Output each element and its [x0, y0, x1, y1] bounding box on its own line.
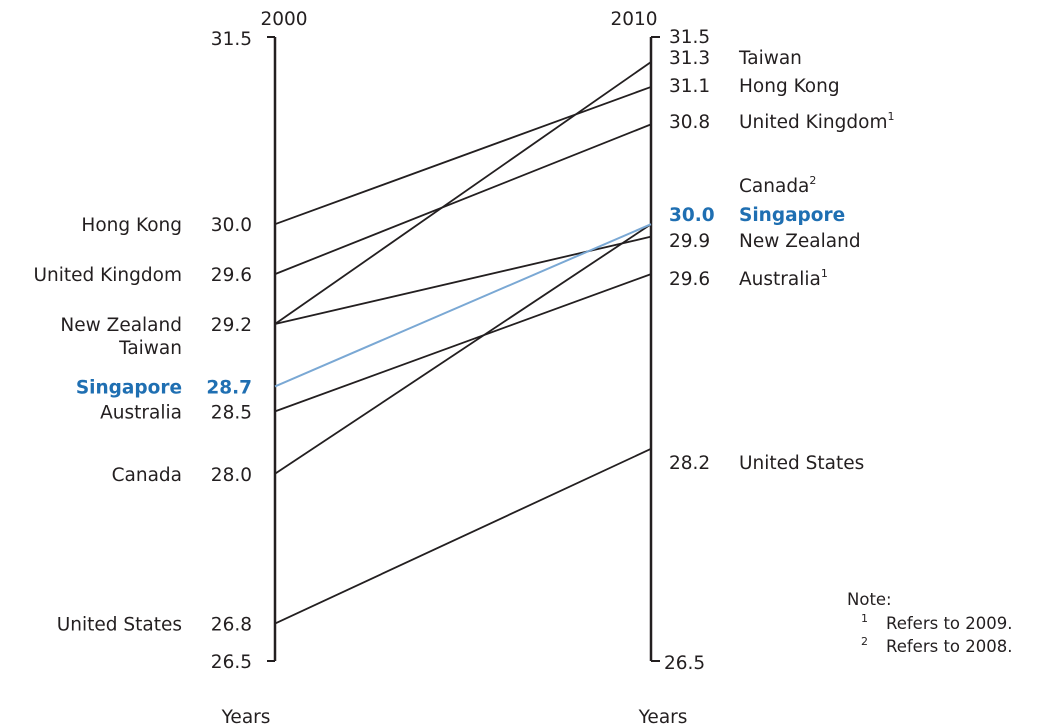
right-label-text-taiwan: Taiwan — [738, 48, 802, 69]
right-label-text-new-zealand: New Zealand — [739, 231, 861, 252]
right-axis-min-label: 26.5 — [664, 653, 705, 674]
left-value-singapore: 28.7 — [206, 377, 252, 398]
left-label-united-kingdom: United Kingdom — [34, 265, 183, 286]
note-text-1: Refers to 2009. — [886, 614, 1013, 633]
left-value-australia: 28.5 — [211, 402, 252, 423]
left-value-united-states: 26.8 — [211, 615, 252, 636]
right-label-text-hong-kong: Hong Kong — [739, 76, 840, 97]
left-value-hong-kong: 30.0 — [211, 215, 252, 236]
right-value-singapore: 30.0 — [669, 205, 715, 226]
note-text-2: Refers to 2008. — [886, 637, 1013, 656]
right-label-australia: Australia1 — [739, 267, 828, 290]
year-label-2010: 2010 — [610, 9, 657, 30]
left-label-hong-kong: Hong Kong — [81, 215, 182, 236]
right-label-canada: Canada2 — [739, 174, 816, 197]
series-line-new-zealand — [274, 235, 652, 325]
series-line-united-kingdom — [274, 123, 652, 275]
notes-title: Note: — [847, 590, 892, 609]
footnote-mark-united-kingdom: 1 — [888, 110, 895, 123]
left-axis-max-label: 31.5 — [211, 29, 252, 50]
right-label-united-kingdom: United Kingdom1 — [739, 110, 895, 133]
footnote-mark-canada: 2 — [809, 174, 816, 187]
right-label-united-states: United States — [739, 453, 864, 474]
right-label-text-singapore: Singapore — [739, 205, 845, 226]
series-line-united-states — [274, 448, 652, 625]
right-label-new-zealand: New Zealand — [739, 231, 861, 252]
right-value-united-states: 28.2 — [669, 453, 710, 474]
footnote-mark-australia: 1 — [821, 267, 828, 280]
left-label-united-states: United States — [57, 615, 182, 636]
right-label-text-australia: Australia — [739, 269, 821, 290]
left-axis-title: Years — [221, 707, 271, 728]
series-line-hong-kong — [274, 86, 652, 226]
series-line-australia — [274, 273, 652, 413]
left-value-canada: 28.0 — [211, 465, 252, 486]
right-value-united-kingdom: 30.8 — [669, 112, 710, 133]
right-axis-title: Years — [638, 707, 688, 728]
right-axis-max-label: 31.5 — [669, 27, 710, 48]
series-line-taiwan — [274, 61, 652, 325]
right-label-text-united-states: United States — [739, 453, 864, 474]
series-line-singapore — [274, 223, 652, 388]
left-value-united-kingdom: 29.6 — [211, 265, 252, 286]
right-label-text-united-kingdom: United Kingdom — [739, 112, 888, 133]
left-axis-min-label: 26.5 — [211, 652, 252, 673]
note-mark-2: 2 — [861, 635, 868, 648]
right-label-hong-kong: Hong Kong — [739, 76, 840, 97]
left-label-canada: Canada — [112, 465, 182, 486]
note-mark-1: 1 — [861, 612, 868, 625]
left-label-singapore: Singapore — [76, 377, 182, 398]
right-value-new-zealand: 29.9 — [669, 231, 710, 252]
left-label-taiwan: Taiwan — [118, 338, 182, 359]
right-label-text-canada: Canada — [739, 176, 809, 197]
left-value-new-zealand: 29.2 — [211, 315, 252, 336]
year-label-2000: 2000 — [260, 9, 307, 30]
right-value-australia: 29.6 — [669, 269, 710, 290]
right-value-hong-kong: 31.1 — [669, 76, 710, 97]
right-value-taiwan: 31.3 — [669, 48, 710, 69]
left-label-australia: Australia — [100, 402, 182, 423]
right-label-taiwan: Taiwan — [738, 48, 802, 69]
right-label-singapore: Singapore — [739, 205, 845, 226]
left-label-new-zealand: New Zealand — [60, 315, 182, 336]
series-line-canada — [274, 223, 652, 475]
